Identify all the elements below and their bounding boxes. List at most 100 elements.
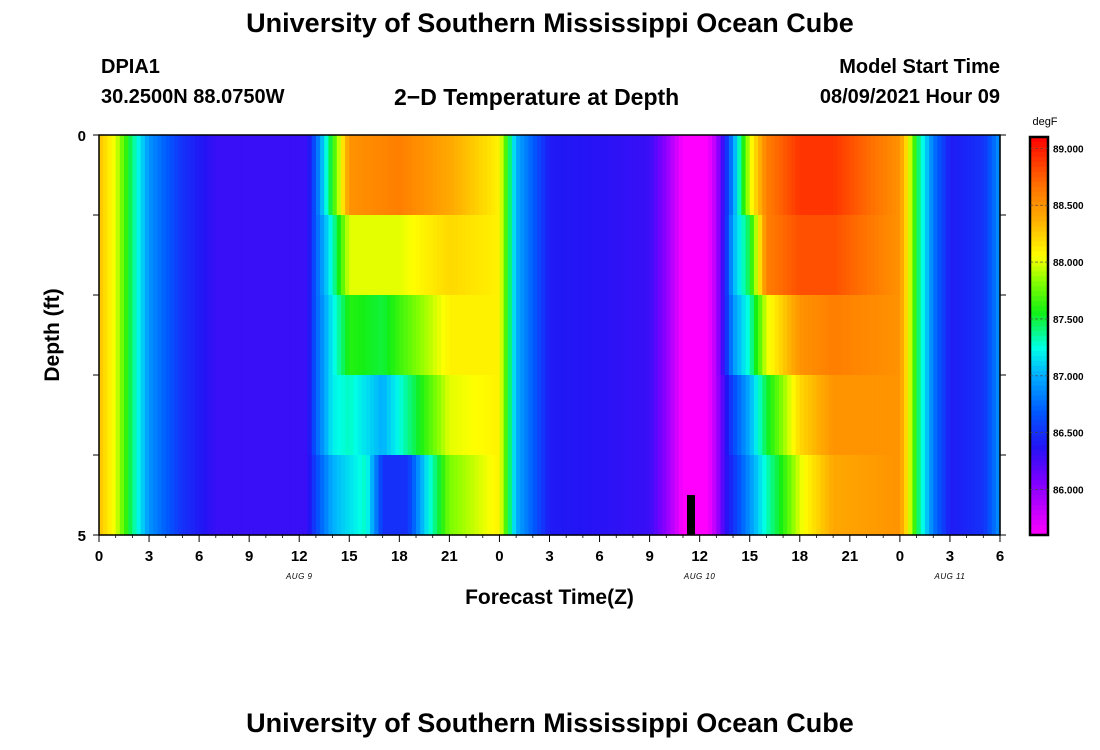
heatmap-cell [908, 295, 913, 376]
heatmap-cell [699, 455, 705, 536]
heatmap-cell [178, 215, 184, 296]
heatmap-cell [632, 135, 638, 216]
heatmap-cell [132, 455, 138, 536]
colorbar-swatch [1030, 316, 1048, 322]
heatmap-cell [270, 215, 275, 296]
heatmap-cell [862, 295, 868, 376]
heatmap-cell [929, 215, 934, 296]
colorbar-swatch [1030, 380, 1048, 387]
heatmap-cell [370, 215, 375, 296]
heatmap-cell [253, 455, 259, 536]
heatmap-cell [929, 135, 934, 216]
heatmap-cell [616, 455, 622, 536]
heatmap-cell [119, 295, 125, 376]
heatmap-cell [578, 295, 584, 376]
heatmap-cell [286, 375, 292, 456]
heatmap-cell [887, 135, 893, 216]
heatmap-cell [520, 375, 526, 456]
heatmap-cell [353, 375, 359, 456]
colorbar-swatch [1030, 331, 1048, 337]
heatmap-cell [236, 215, 242, 296]
heatmap-cell [395, 295, 400, 376]
heatmap-cell [862, 375, 868, 456]
heatmap-cell [174, 455, 179, 536]
heatmap-cell [970, 375, 976, 456]
heatmap-cell [937, 295, 943, 376]
heatmap-cell [924, 295, 930, 376]
colorbar-label: 87.000 [1053, 372, 1084, 383]
colorbar-swatch [1030, 256, 1048, 262]
heatmap-cell [949, 375, 955, 456]
heatmap-cell [695, 375, 701, 456]
heatmap-cell [920, 135, 926, 216]
heatmap-cell [149, 455, 154, 536]
heatmap-cell [324, 215, 330, 296]
colorbar-swatch [1030, 530, 1048, 536]
heatmap-cell [758, 455, 763, 536]
heatmap-cell [499, 215, 505, 296]
heatmap-cell [641, 455, 647, 536]
heatmap-cell [549, 375, 555, 456]
heatmap-cell [741, 375, 747, 456]
y-axis-label: Depth (ft) [41, 288, 64, 381]
heatmap-cell [612, 215, 617, 296]
heatmap-cell [662, 295, 667, 376]
heatmap-cell [824, 135, 830, 216]
heatmap-cell [495, 375, 501, 456]
heatmap-cell [833, 455, 838, 536]
heatmap-cell [974, 375, 980, 456]
heatmap-cell [219, 375, 225, 456]
heatmap-cell [745, 295, 751, 376]
heatmap-cell [169, 215, 175, 296]
model-start-label: Model Start Time [839, 56, 1000, 78]
heatmap-cell [803, 295, 809, 376]
heatmap-cell [795, 135, 801, 216]
heatmap-cell [466, 215, 471, 296]
heatmap-cell [862, 215, 868, 296]
heatmap-cell [733, 135, 738, 216]
heatmap-cell [737, 295, 742, 376]
heatmap-cell [520, 295, 526, 376]
heatmap-cell [708, 295, 713, 376]
colorbar-swatch [1030, 400, 1048, 407]
heatmap-cell [432, 455, 438, 536]
heatmap-cell [224, 215, 229, 296]
heatmap-cell [265, 215, 271, 296]
heatmap-cell [703, 295, 709, 376]
heatmap-cell [303, 375, 309, 456]
footer-title: University of Southern Mississippi Ocean… [246, 708, 854, 738]
heatmap-cell [365, 215, 371, 296]
heatmap-cell [470, 295, 476, 376]
heatmap-cell [954, 215, 959, 296]
heatmap-cell [432, 215, 438, 296]
heatmap-cell [866, 295, 872, 376]
heatmap-cell [858, 375, 863, 456]
heatmap-cell [891, 135, 897, 216]
heatmap-cell [286, 455, 292, 536]
heatmap-cell [386, 455, 392, 536]
heatmap-cell [691, 375, 697, 456]
heatmap-cell [311, 295, 317, 376]
heatmap-cell [282, 295, 288, 376]
heatmap-cell [365, 455, 371, 536]
heatmap-cell [103, 295, 108, 376]
heatmap-cell [395, 455, 400, 536]
heatmap-cell [132, 375, 138, 456]
heatmap-cell [390, 455, 396, 536]
heatmap-cell [153, 295, 158, 376]
heatmap-cell [908, 215, 913, 296]
heatmap-cell [245, 135, 250, 216]
heatmap-cell [466, 135, 471, 216]
heatmap-cell [311, 135, 317, 216]
x-tick-label: 18 [391, 548, 408, 565]
heatmap-cell [524, 215, 530, 296]
colorbar-swatch [1030, 196, 1048, 203]
heatmap-cell [983, 375, 989, 456]
heatmap-cell [136, 375, 142, 456]
heatmap-cell [820, 455, 826, 536]
heatmap-cell [328, 375, 334, 456]
heatmap-cell [257, 135, 263, 216]
date-label: AUG 11 [934, 572, 966, 581]
heatmap-cell [516, 375, 521, 456]
heatmap-cell [140, 455, 146, 536]
